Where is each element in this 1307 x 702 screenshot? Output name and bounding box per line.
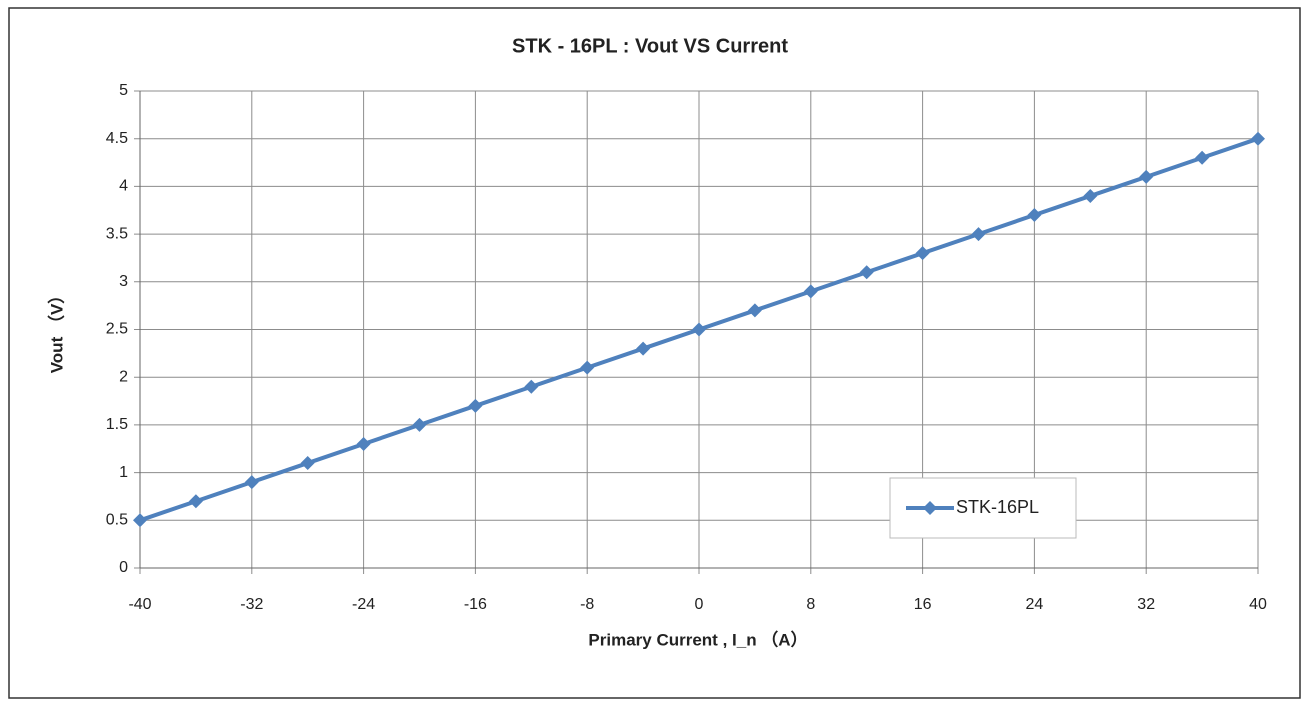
x-tick-label: -40 [128,596,151,613]
x-tick-label: 32 [1137,596,1155,613]
chart-title: STK - 16PL : Vout VS Current [512,35,788,57]
y-tick-label: 2.5 [106,321,128,338]
x-axis-label: Primary Current , I_n （A） [588,629,807,649]
y-tick-label: 5 [119,82,128,99]
y-tick-label: 4.5 [106,130,128,147]
x-tick-label: -8 [580,596,594,613]
y-tick-label: 0.5 [106,512,128,529]
y-tick-label: 2 [119,368,128,385]
x-tick-label: -24 [352,596,375,613]
x-tick-label: 16 [914,596,932,613]
y-tick-label: 1 [119,464,128,481]
marker [859,265,874,280]
y-tick-label: 3 [119,273,128,290]
x-tick-label: -16 [464,596,487,613]
marker [580,360,595,375]
marker [1251,131,1265,146]
y-tick-label: 4 [119,178,128,195]
y-axis-label: Vout （V） [46,287,66,374]
y-tick-label: 0 [119,559,128,576]
marker [468,398,483,413]
legend-marker [923,501,937,515]
marker [636,341,651,356]
marker [747,303,762,318]
marker [412,417,427,432]
marker [971,227,986,242]
marker [1027,208,1042,223]
marker [1195,150,1210,165]
marker [188,494,203,509]
marker [1139,169,1154,184]
marker [803,284,818,299]
x-tick-label: 24 [1026,596,1044,613]
marker [244,475,259,490]
marker [1083,188,1098,203]
marker [300,456,315,471]
marker [133,513,147,528]
x-tick-label: 8 [806,596,815,613]
x-tick-label: 0 [695,596,704,613]
marker [356,436,371,451]
y-tick-label: 3.5 [106,225,128,242]
chart-frame [8,7,1301,699]
marker [915,246,930,261]
y-tick-label: 1.5 [106,416,128,433]
legend-label: STK-16PL [956,497,1039,517]
x-tick-label: -32 [240,596,263,613]
x-tick-label: 40 [1249,596,1267,613]
marker [524,379,539,394]
marker [692,322,706,337]
